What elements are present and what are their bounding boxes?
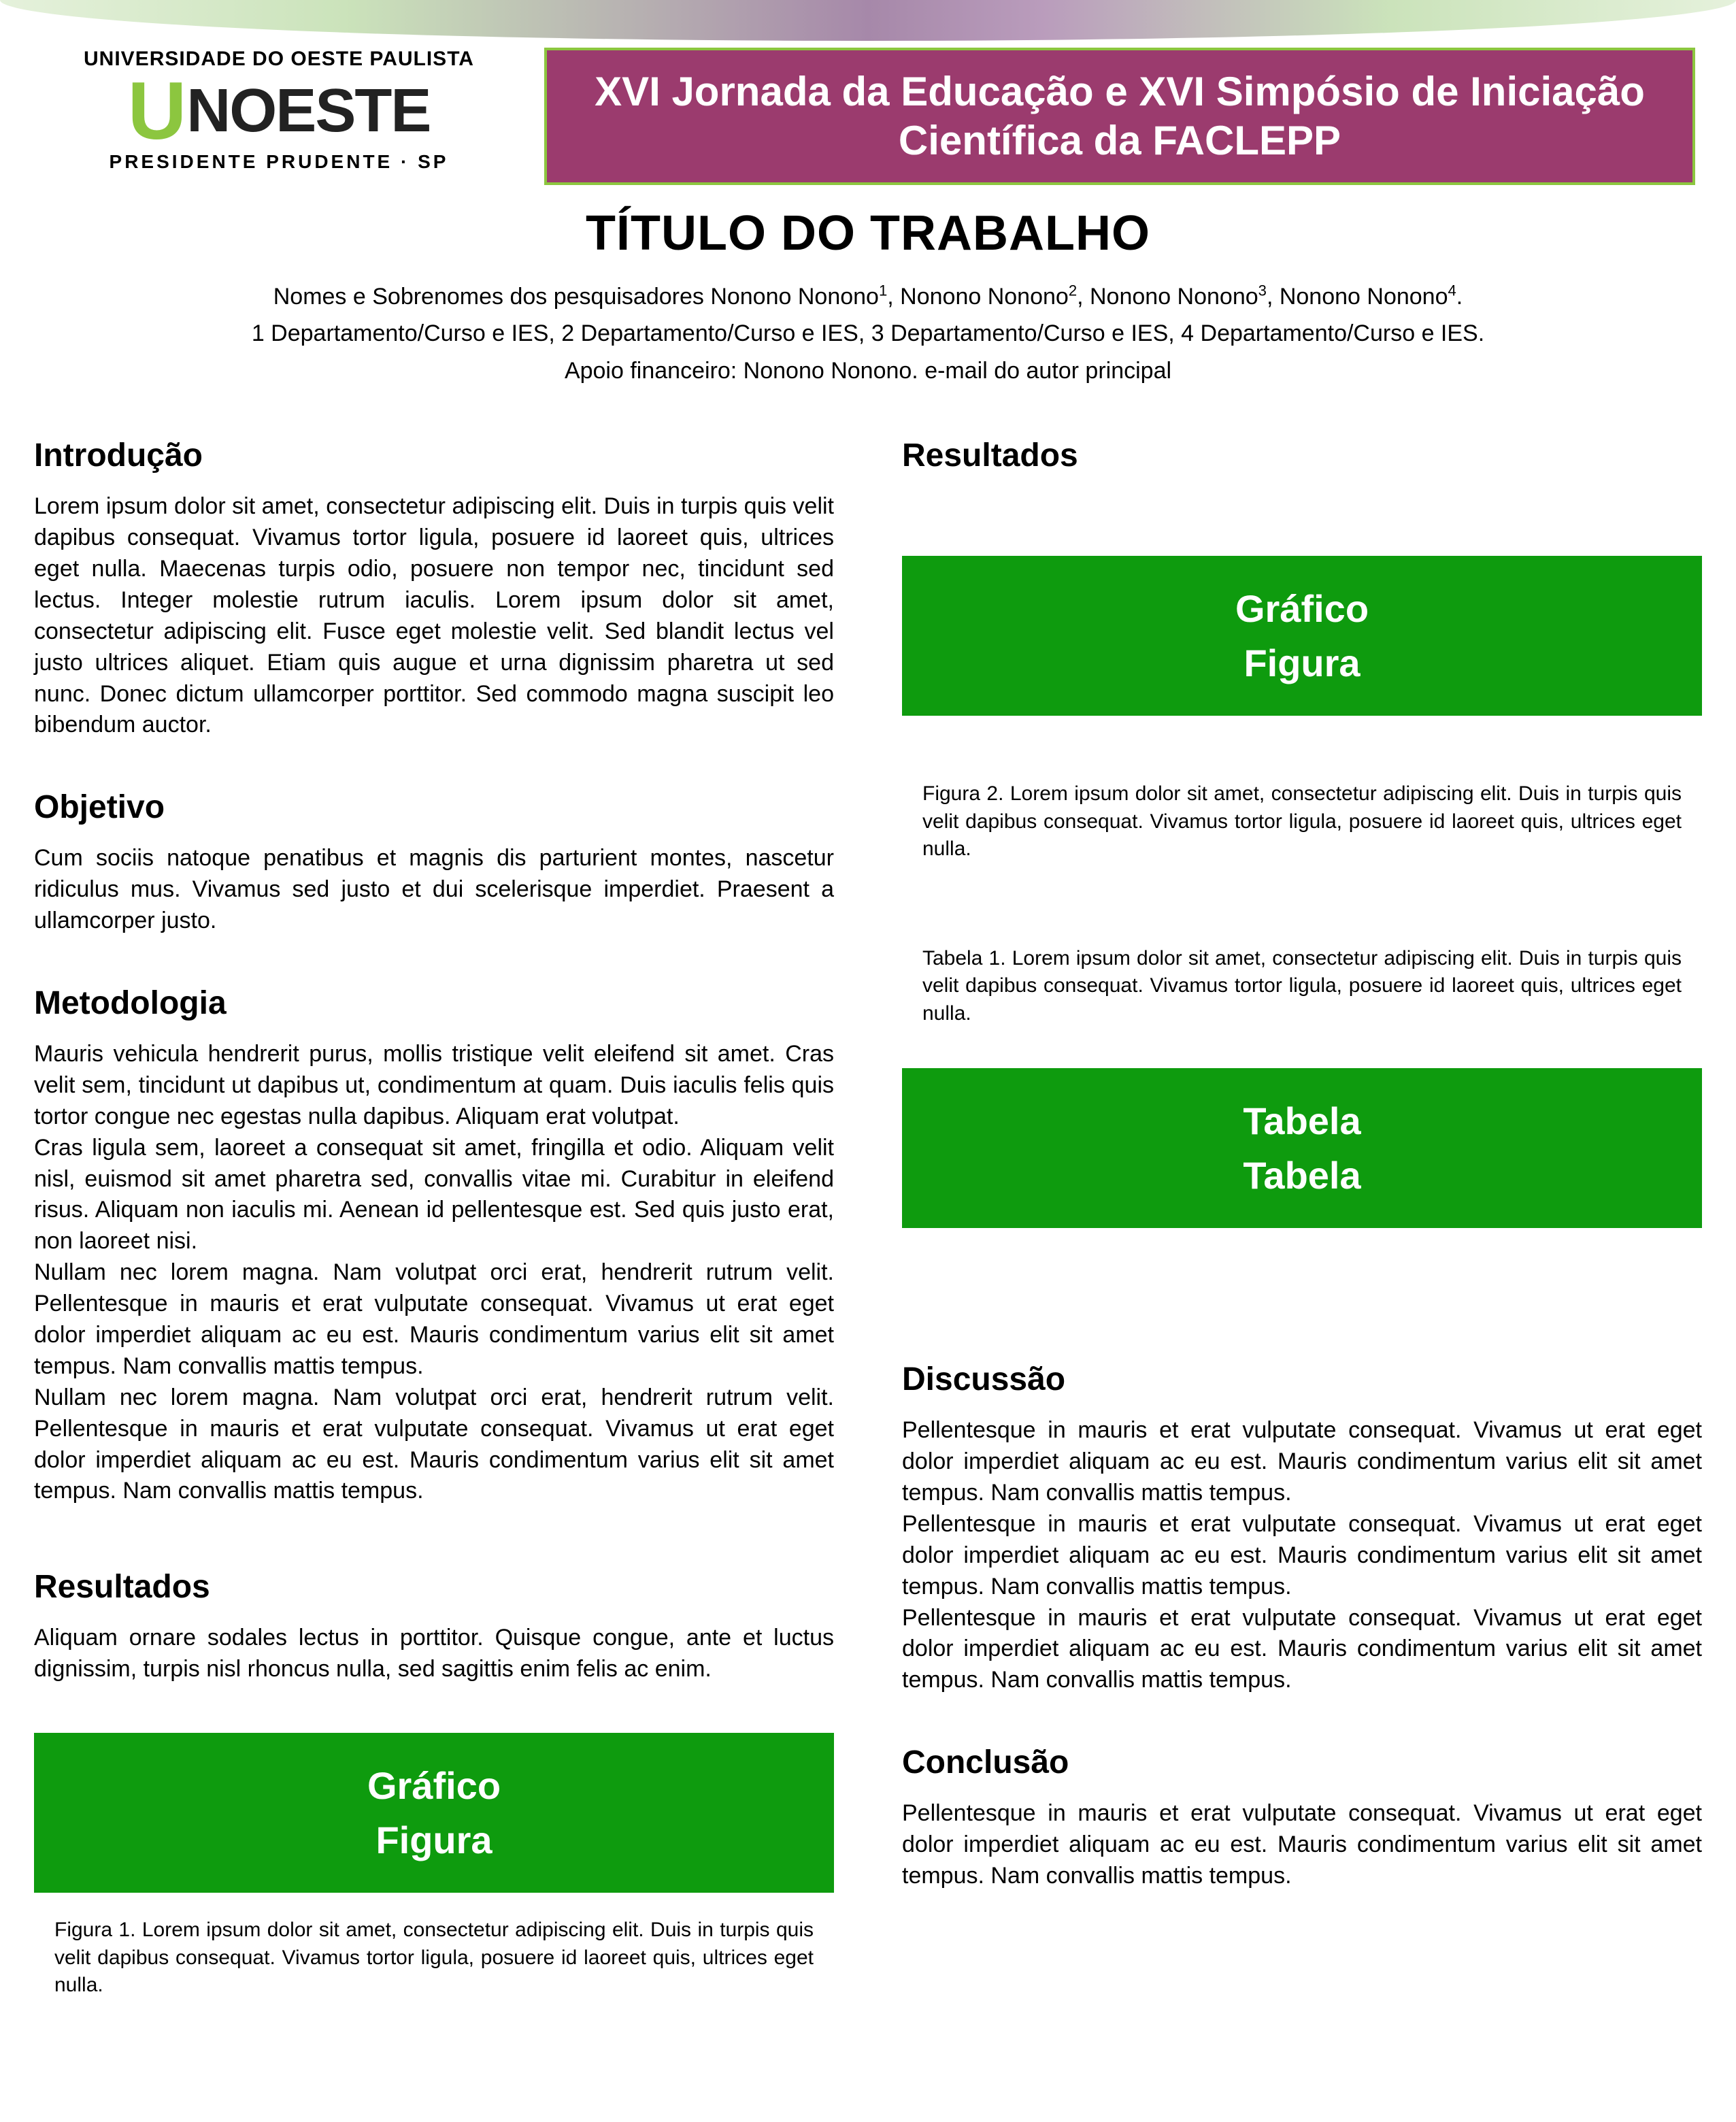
content-columns: Introdução Lorem ipsum dolor sit amet, c… [0, 416, 1736, 2040]
text-discussao: Pellentesque in mauris et erat vulputate… [902, 1415, 1702, 1696]
event-title-banner: XVI Jornada da Educação e XVI Simpósio d… [544, 48, 1695, 185]
funding-line: Apoio financeiro: Nonono Nonono. e-mail … [0, 352, 1736, 389]
figure-placeholder-2: Gráfico Figura [902, 556, 1702, 716]
caption-table-1: Tabela 1. Lorem ipsum dolor sit amet, co… [902, 945, 1702, 1028]
header-row: UNIVERSIDADE DO OESTE PAULISTA U NOESTE … [0, 48, 1736, 185]
logo-wordmark: U NOESTE [128, 74, 431, 148]
figure2-label-figura: Figura [916, 641, 1688, 685]
table-label-1: Tabela [916, 1099, 1688, 1143]
left-column: Introdução Lorem ipsum dolor sit amet, c… [34, 437, 834, 1999]
heading-resultados-right: Resultados [902, 437, 1702, 474]
table-placeholder: Tabela Tabela [902, 1068, 1702, 1228]
figure-placeholder-1: Gráfico Figura [34, 1733, 834, 1893]
table-label-2: Tabela [916, 1153, 1688, 1197]
heading-introducao: Introdução [34, 437, 834, 474]
unoeste-logo: UNIVERSIDADE DO OESTE PAULISTA U NOESTE … [41, 48, 517, 173]
logo-letter-u: U [128, 74, 187, 148]
spacer [902, 1252, 1702, 1333]
figure2-label-grafico: Gráfico [916, 586, 1688, 631]
caption-figure-2: Figura 2. Lorem ipsum dolor sit amet, co… [902, 780, 1702, 863]
logo-letters-noeste: NOESTE [186, 84, 430, 139]
logo-city: PRESIDENTE PRUDENTE · SP [110, 151, 449, 173]
heading-resultados-left: Resultados [34, 1568, 834, 1606]
spacer [902, 863, 1702, 945]
figure1-label-grafico: Gráfico [48, 1763, 820, 1808]
spacer [902, 740, 1702, 780]
text-metodologia: Mauris vehicula hendrerit purus, mollis … [34, 1039, 834, 1507]
right-column: Resultados Gráfico Figura Figura 2. Lore… [902, 437, 1702, 1999]
title-block: TÍTULO DO TRABALHO Nomes e Sobrenomes do… [0, 205, 1736, 389]
header-decorative-wave [0, 0, 1736, 41]
authors-line: Nomes e Sobrenomes dos pesquisadores Non… [0, 278, 1736, 315]
work-title: TÍTULO DO TRABALHO [0, 205, 1736, 261]
text-introducao: Lorem ipsum dolor sit amet, consectetur … [34, 491, 834, 741]
departments-line: 1 Departamento/Curso e IES, 2 Departamen… [0, 315, 1736, 352]
text-resultados-left: Aliquam ornare sodales lectus in porttit… [34, 1623, 834, 1685]
heading-conclusao: Conclusão [902, 1744, 1702, 1781]
figure1-label-figura: Figura [48, 1818, 820, 1862]
heading-discussao: Discussão [902, 1361, 1702, 1398]
text-conclusao: Pellentesque in mauris et erat vulputate… [902, 1798, 1702, 1892]
text-objetivo: Cum sociis natoque penatibus et magnis d… [34, 843, 834, 937]
heading-objetivo: Objetivo [34, 789, 834, 826]
spacer [902, 491, 1702, 532]
heading-metodologia: Metodologia [34, 984, 834, 1022]
caption-figure-1: Figura 1. Lorem ipsum dolor sit amet, co… [34, 1917, 834, 2000]
